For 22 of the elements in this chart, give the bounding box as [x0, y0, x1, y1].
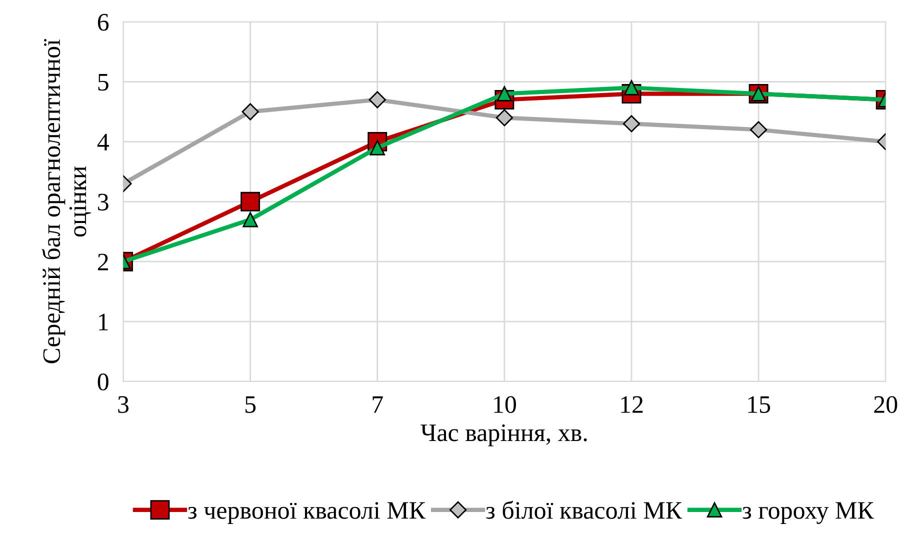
x-tick-label: 20 — [874, 396, 898, 413]
x-tick-label: 12 — [621, 396, 643, 413]
y-tick-label: 5 — [98, 74, 108, 91]
y-tick-label: 0 — [98, 374, 108, 390]
y-tick-label: 3 — [98, 194, 108, 211]
legend-label: з червоної квасолі МК — [188, 502, 426, 524]
y-tick-label: 1 — [99, 314, 108, 330]
point — [622, 115, 640, 132]
y-axis-title: Середній бал орагнолептичної оцінки — [42, 39, 91, 364]
x-tick-label: 7 — [372, 396, 383, 413]
y-tick-label: 6 — [98, 14, 109, 31]
x-tick-label: 5 — [246, 396, 256, 413]
x-tick-label: 15 — [748, 396, 770, 413]
x-tick-label: 10 — [494, 396, 516, 413]
legend-label: з білої квасолі МК — [486, 500, 682, 519]
x-axis-title: Час варіння, хв. — [420, 424, 587, 446]
y-tick-label: 2 — [98, 254, 108, 270]
y-tick-label: 4 — [97, 134, 109, 150]
point — [368, 91, 386, 108]
point — [496, 109, 513, 126]
legend-label: з гороху МК — [742, 502, 874, 524]
x-tick-label: 3 — [118, 396, 129, 413]
